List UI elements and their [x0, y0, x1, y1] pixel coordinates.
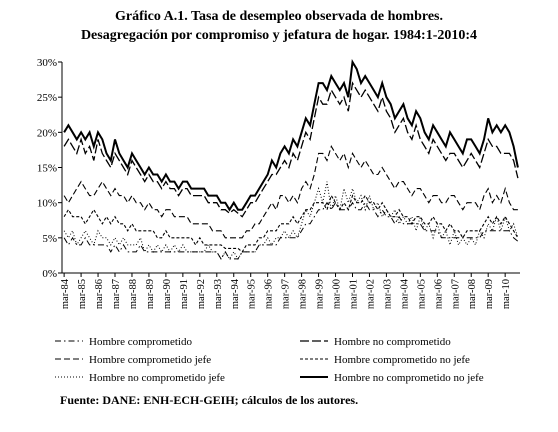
legend-label: Hombre no comprometido jefe [89, 372, 225, 384]
y-tick-label: 15% [37, 163, 57, 175]
x-tick-label: mar-84 [60, 278, 71, 309]
x-tick-label: mar-95 [247, 279, 258, 309]
series-line [63, 181, 519, 260]
x-tick-label: mar-03 [382, 279, 393, 309]
x-tick-label: mar-04 [399, 278, 410, 309]
y-tick-label: 0% [42, 268, 57, 280]
x-tick-label: mar-88 [128, 279, 139, 309]
x-tick-label: mar-92 [196, 279, 207, 309]
series-line [63, 201, 519, 260]
x-tick-label: mar-05 [416, 279, 427, 309]
chart-title: Gráfico A.1. Tasa de desempleo observada… [115, 9, 443, 24]
x-tick-label: mar-89 [145, 279, 156, 309]
x-tick-label: mar-01 [348, 279, 359, 309]
y-tick-label: 30% [37, 57, 57, 69]
x-tick-label: mar-06 [433, 279, 444, 309]
y-tick-label: 25% [37, 92, 57, 104]
legend-label: Hombre comprometido no jefe [334, 354, 470, 366]
y-tick-label: 10% [37, 198, 57, 210]
x-tick-label: mar-91 [179, 279, 190, 309]
legend-label: Hombre no comprometido no jefe [334, 372, 484, 384]
series-line [63, 194, 519, 253]
x-tick-label: mar-97 [281, 279, 292, 309]
legend-label: Hombre comprometido jefe [89, 354, 211, 366]
chart-subtitle: Desagregación por compromiso y jefatura … [81, 28, 477, 43]
source-note: Fuente: DANE: ENH-ECH-GEIH; cálculos de … [60, 393, 358, 407]
legend-label: Hombre comprometido [89, 336, 192, 348]
x-tick-label: mar-07 [450, 279, 461, 309]
series-line [63, 58, 519, 212]
x-tick-label: mar-94 [230, 278, 241, 309]
x-tick-label: mar-10 [501, 279, 512, 309]
x-tick-label: mar-87 [111, 279, 122, 309]
x-tick-label: mar-99 [315, 279, 326, 309]
series-line [63, 81, 519, 218]
x-tick-label: mar-96 [264, 279, 275, 309]
x-tick-label: mar-93 [213, 279, 224, 309]
series-line [63, 145, 518, 239]
x-tick-label: mar-90 [162, 279, 173, 309]
y-tick-label: 5% [42, 233, 57, 245]
x-tick-label: mar-98 [298, 279, 309, 309]
x-tick-label: mar-02 [365, 279, 376, 309]
legend-label: Hombre no comprometido [334, 336, 451, 348]
x-tick-label: mar-85 [77, 279, 88, 309]
y-tick-label: 20% [37, 127, 57, 139]
x-tick-label: mar-86 [94, 279, 105, 309]
x-tick-label: mar-09 [484, 279, 495, 309]
x-tick-label: mar-08 [467, 279, 478, 309]
x-tick-label: mar-00 [332, 279, 343, 309]
